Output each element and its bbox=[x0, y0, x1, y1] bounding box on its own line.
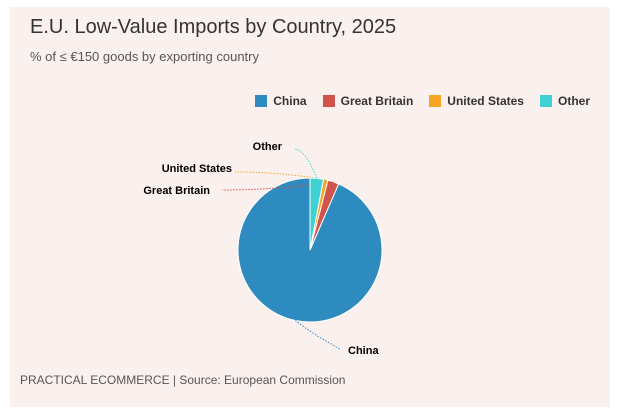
legend-item-other[interactable]: Other bbox=[539, 94, 590, 108]
legend-item-united-states[interactable]: United States bbox=[429, 94, 524, 108]
chart-card: E.U. Low-Value Imports by Country, 2025 … bbox=[10, 7, 610, 407]
legend-label-united-states: United States bbox=[447, 94, 524, 108]
legend-swatch-china bbox=[255, 95, 268, 107]
legend-item-great-britain[interactable]: Great Britain bbox=[322, 94, 414, 108]
leader-line-china bbox=[295, 320, 341, 350]
chart-footer-source: PRACTICAL ECOMMERCE | Source: European C… bbox=[20, 373, 346, 387]
legend-swatch-great-britain bbox=[322, 95, 335, 107]
chart-legend: China Great Britain United States Other bbox=[255, 94, 590, 108]
legend-item-china[interactable]: China bbox=[255, 94, 307, 108]
leader-line-great-britain bbox=[221, 181, 334, 191]
data-label-china: China bbox=[348, 345, 379, 357]
legend-swatch-other bbox=[539, 95, 552, 107]
data-label-united-states: United States bbox=[162, 163, 232, 175]
legend-label-great-britain: Great Britain bbox=[340, 94, 414, 108]
pie-chart: China Great Britain United States Other bbox=[143, 141, 383, 357]
chart-title: E.U. Low-Value Imports by Country, 2025 bbox=[30, 16, 397, 38]
leader-line-other bbox=[293, 148, 318, 179]
legend-swatch-united-states bbox=[429, 95, 442, 107]
legend-label-china: China bbox=[273, 94, 307, 108]
legend-label-other: Other bbox=[557, 94, 590, 108]
data-label-other: Other bbox=[253, 141, 283, 153]
data-label-great-britain: Great Britain bbox=[143, 185, 210, 197]
chart-subtitle: % of ≤ €150 goods by exporting country bbox=[30, 49, 259, 64]
